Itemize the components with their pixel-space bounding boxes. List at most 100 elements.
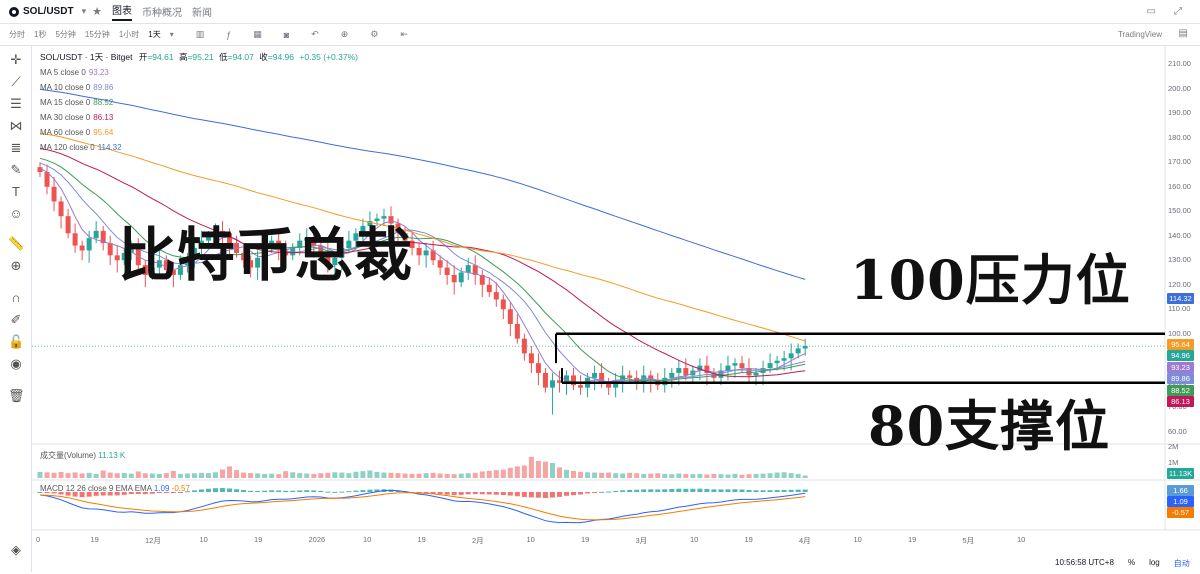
volume-bar bbox=[79, 473, 85, 478]
volume-bar bbox=[241, 472, 247, 478]
candle-type-icon[interactable]: ▥ bbox=[195, 29, 205, 39]
date-tick-label: 19 bbox=[90, 535, 99, 544]
layout-icon[interactable]: ▦ bbox=[253, 29, 262, 39]
percent-toggle[interactable]: % bbox=[1127, 558, 1136, 567]
symbol-name[interactable]: SOL/USDT bbox=[23, 6, 74, 17]
date-tick-label: 2026 bbox=[308, 535, 326, 544]
macd-histogram-bar bbox=[472, 492, 478, 495]
date-tick-label: 19 bbox=[417, 535, 426, 544]
ma30-label: MA 30 close 0 bbox=[40, 113, 91, 122]
macd-histogram-bar bbox=[746, 489, 752, 492]
pitchfork-icon[interactable]: ⋈ bbox=[9, 118, 23, 133]
volume-bar bbox=[395, 473, 401, 478]
brush-icon[interactable]: ✎ bbox=[10, 162, 22, 177]
trash-icon[interactable]: 🗑 bbox=[8, 388, 25, 403]
close-label: 收 bbox=[259, 52, 268, 62]
volume-bar bbox=[248, 473, 254, 478]
tf-15m[interactable]: 15分钟 bbox=[84, 30, 110, 39]
macd-histogram-bar bbox=[86, 492, 92, 497]
text-icon[interactable]: T bbox=[12, 184, 20, 199]
settings-icon[interactable]: ⚙ bbox=[370, 29, 379, 39]
volume-bar bbox=[641, 473, 647, 478]
ruler-icon[interactable]: 📏 bbox=[8, 236, 25, 251]
horizontal-lines-icon[interactable]: ☰ bbox=[10, 96, 22, 111]
magnet-icon[interactable]: ∩ bbox=[11, 290, 21, 305]
price-tick-label: 160.00 bbox=[1168, 181, 1191, 191]
candle bbox=[213, 230, 218, 236]
candle bbox=[255, 257, 261, 268]
candle bbox=[58, 201, 64, 217]
fib-icon[interactable]: ≣ bbox=[10, 140, 22, 155]
volume-bar bbox=[788, 473, 794, 478]
tf-5m[interactable]: 5分钟 bbox=[55, 30, 76, 39]
layers-icon[interactable]: ◈ bbox=[11, 542, 21, 557]
undo-icon[interactable]: ↶ bbox=[311, 29, 319, 39]
candle bbox=[205, 235, 211, 241]
tf-1s[interactable]: 1秒 bbox=[34, 30, 47, 39]
add-icon[interactable]: ⊕ bbox=[340, 29, 349, 39]
star-icon[interactable]: ★ bbox=[92, 6, 102, 18]
macd-histogram-bar bbox=[156, 492, 162, 493]
timeframe-chevron-icon[interactable]: ▾ bbox=[169, 30, 174, 39]
volume-bar bbox=[332, 472, 338, 478]
legend-ma60[interactable]: MA 60 close 0 95.64 bbox=[40, 125, 358, 140]
candle bbox=[128, 248, 134, 253]
candle bbox=[325, 252, 331, 266]
tab-news[interactable]: 新闻 bbox=[191, 8, 212, 19]
camera-icon[interactable]: ◙ bbox=[283, 29, 290, 40]
macd-histogram-bar bbox=[571, 492, 577, 496]
crosshair-icon[interactable]: ✛ bbox=[10, 52, 22, 67]
legend-ma30[interactable]: MA 30 close 0 86.13 bbox=[40, 110, 358, 125]
candle bbox=[198, 240, 204, 248]
macd-histogram-bar bbox=[655, 489, 661, 492]
candle bbox=[704, 365, 710, 373]
lock-drawing-icon[interactable]: ✐ bbox=[10, 312, 22, 327]
chevron-down-icon[interactable]: ▾ bbox=[81, 6, 87, 16]
candle bbox=[472, 265, 478, 275]
tf-1d[interactable]: 1天 bbox=[148, 30, 161, 39]
legend-ma120[interactable]: MA 120 close 0 114.32 bbox=[40, 140, 358, 155]
fullscreen-icon[interactable]: ⤢ bbox=[1174, 6, 1182, 17]
macd-histogram-bar bbox=[802, 489, 808, 492]
volume-bar bbox=[388, 472, 394, 478]
layout-grid-icon[interactable]: ▤ bbox=[1178, 28, 1188, 39]
candle bbox=[241, 252, 247, 261]
legend-ma5[interactable]: MA 5 close 0 93.23 bbox=[40, 65, 358, 80]
date-tick-label: 19 bbox=[908, 535, 917, 544]
tab-overview[interactable]: 币种概况 bbox=[141, 8, 182, 19]
volume-bar bbox=[37, 471, 43, 478]
macd-histogram-bar bbox=[451, 492, 457, 496]
tf-tick[interactable]: 分时 bbox=[9, 30, 25, 39]
zoom-in-icon[interactable]: ⊕ bbox=[10, 258, 22, 273]
macd-histogram-bar bbox=[220, 488, 226, 492]
volume-bar bbox=[346, 473, 352, 478]
emoji-icon[interactable]: ☺ bbox=[9, 206, 23, 221]
volume-bar bbox=[521, 465, 527, 478]
volume-bar bbox=[444, 473, 450, 478]
macd-histogram-bar bbox=[697, 488, 703, 492]
legend-ma10[interactable]: MA 10 close 0 89.86 bbox=[40, 80, 358, 95]
tf-1h[interactable]: 1小时 bbox=[118, 30, 140, 39]
tradingview-view-select[interactable]: TradingView bbox=[1117, 30, 1162, 39]
candle bbox=[571, 375, 577, 386]
auto-toggle[interactable]: 自动 bbox=[1173, 559, 1190, 568]
volume-bar bbox=[648, 473, 654, 478]
candle bbox=[535, 363, 541, 373]
tab-chart[interactable]: 图表 bbox=[111, 2, 132, 21]
indicators-icon[interactable]: ƒ bbox=[226, 29, 232, 40]
collapse-icon[interactable]: ⇤ bbox=[400, 29, 408, 39]
candle bbox=[93, 230, 99, 239]
log-toggle[interactable]: log bbox=[1149, 558, 1160, 567]
trendline-icon[interactable]: ⟋ bbox=[11, 74, 21, 89]
macd-histogram-bar bbox=[690, 488, 696, 492]
price-tick-label: 170.00 bbox=[1168, 157, 1191, 167]
eye-icon[interactable]: ◉ bbox=[10, 356, 22, 371]
lock-icon[interactable]: 🔓 bbox=[8, 334, 25, 349]
volume-bar bbox=[571, 470, 577, 478]
candle bbox=[725, 365, 731, 371]
volume-bar bbox=[549, 463, 555, 478]
legend-ma15[interactable]: MA 15 close 0 88.52 bbox=[40, 95, 358, 110]
overlay-resistance: 100压力位 bbox=[850, 248, 1131, 312]
minimize-icon[interactable]: ▭ bbox=[1146, 6, 1156, 17]
